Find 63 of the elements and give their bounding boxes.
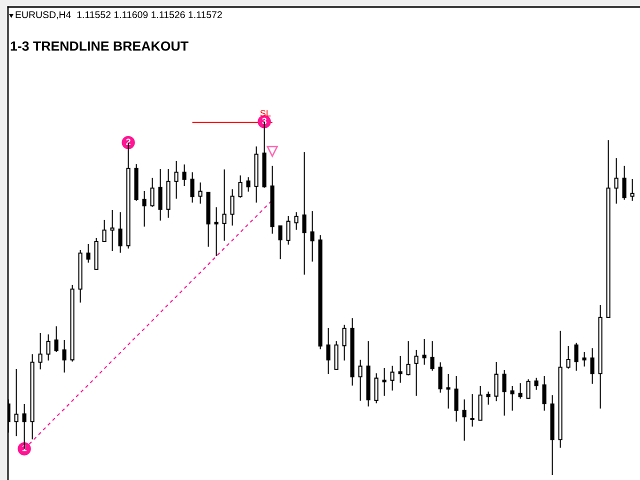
candlestick [182, 164, 186, 187]
candlestick [390, 365, 394, 392]
candlestick [86, 243, 90, 264]
candlestick [358, 359, 362, 402]
candlestick [286, 216, 290, 246]
candlestick [222, 168, 226, 242]
candlestick [590, 348, 594, 384]
candlestick [14, 368, 18, 437]
candlestick [502, 370, 506, 416]
candlestick [430, 340, 434, 372]
candlestick [486, 391, 490, 406]
candlestick [22, 403, 26, 450]
candlestick [246, 176, 250, 192]
candlestick [38, 332, 42, 370]
candlestick [342, 324, 346, 362]
candlestick [614, 158, 618, 204]
chart-subtitle: EURUSD,H4 1.11552 1.11609 1.11526 1.11572 [16, 11, 222, 20]
candlestick [454, 376, 458, 422]
candlestick [422, 338, 426, 366]
candlestick [398, 355, 402, 384]
candlestick [294, 212, 298, 230]
candlestick [302, 152, 306, 276]
candlestick [102, 219, 106, 242]
candlestick [510, 385, 514, 412]
candlestick [630, 178, 634, 202]
candlestick [238, 174, 242, 198]
candlestick [158, 168, 162, 222]
candlestick [518, 382, 522, 400]
candlestick [310, 210, 314, 262]
candlestick [142, 190, 146, 228]
candlestick [278, 225, 282, 260]
candlestick [526, 378, 530, 399]
candlestick [438, 362, 442, 394]
candlestick [214, 206, 218, 256]
candlestick [198, 182, 202, 204]
candlestick [150, 177, 154, 208]
candlestick [174, 160, 178, 200]
candlestick [494, 361, 498, 402]
candlestick [462, 398, 466, 442]
candlestick [542, 376, 546, 412]
series-label: 2 [126, 138, 130, 145]
point [266, 146, 278, 157]
candlestick [534, 377, 538, 390]
candlestick [110, 210, 114, 252]
candlestick [470, 394, 474, 428]
candlestick [46, 334, 50, 362]
candlestick [374, 372, 378, 404]
candlestick [230, 188, 234, 226]
candlestick [62, 340, 66, 374]
candlestick [582, 352, 586, 368]
candlestick [574, 342, 578, 372]
candlestick [566, 346, 570, 370]
candlestick [326, 328, 330, 374]
candlestick [406, 340, 410, 376]
candlestick [622, 165, 626, 200]
candlestick [190, 172, 194, 204]
candlestick [118, 212, 122, 254]
candlestick [446, 373, 450, 410]
chart-title: 1-3 TRENDLINE BREAKOUT [10, 41, 188, 51]
candlestick [414, 349, 418, 396]
series-label: 3 [262, 118, 267, 124]
candlestick [54, 326, 58, 353]
series-label: SL [260, 110, 271, 116]
